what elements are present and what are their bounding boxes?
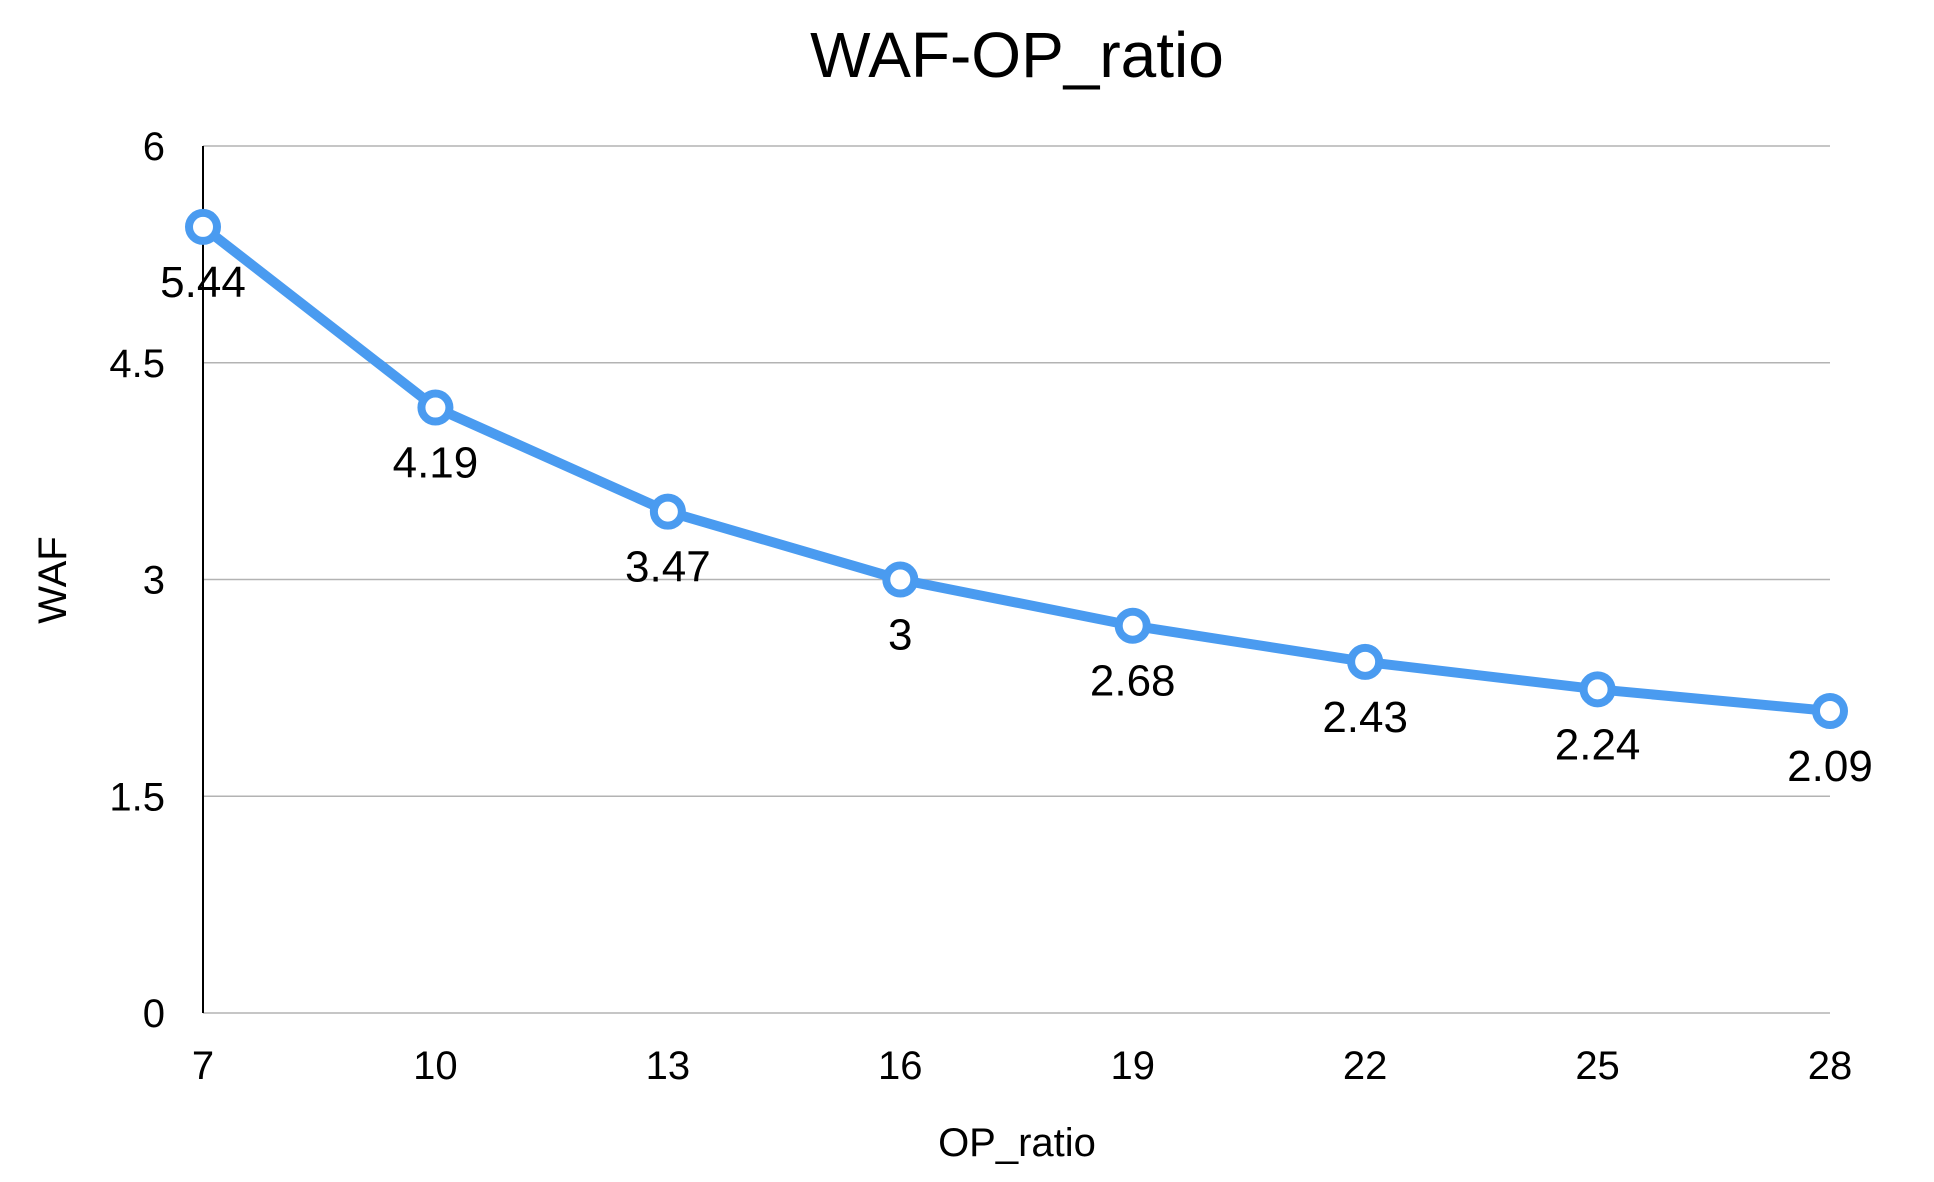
y-axis-ticks: 0 1.5 3 4.5 6 [109,125,165,1036]
x-axis-title: OP_ratio [938,1121,1096,1165]
data-label: 3 [888,611,912,660]
data-label: 3.47 [625,543,711,592]
chart-title: WAF-OP_ratio [810,19,1224,91]
y-tick-label: 0 [143,992,165,1036]
y-axis-title: WAF [31,536,75,623]
data-point [882,561,919,598]
x-tick-label: 22 [1343,1044,1388,1088]
data-point [1347,643,1384,680]
data-label: 4.19 [393,439,479,488]
x-tick-label: 10 [413,1044,458,1088]
data-label: 5.44 [160,258,246,307]
series-layer [185,208,1848,729]
x-axis-ticks: 7 10 13 16 19 22 25 28 [192,1044,1852,1088]
data-label: 2.09 [1787,742,1873,791]
data-label: 2.24 [1555,720,1641,769]
x-tick-label: 25 [1575,1044,1620,1088]
y-tick-label: 6 [143,125,165,169]
x-tick-label: 13 [646,1044,691,1088]
y-tick-label: 4.5 [109,342,165,386]
data-point [1114,607,1151,644]
data-point [417,389,454,426]
data-point [185,208,221,245]
data-point [1812,692,1848,729]
x-tick-label: 7 [192,1044,214,1088]
x-tick-label: 19 [1110,1044,1155,1088]
series-line [198,221,1835,716]
data-labels: 5.44 4.19 3.47 3 2.68 2.43 2.24 2.09 [160,258,1873,791]
data-point [1579,671,1616,708]
data-label: 2.68 [1090,657,1176,706]
data-point [649,493,686,530]
x-tick-label: 28 [1808,1044,1853,1088]
x-tick-label: 16 [878,1044,923,1088]
y-tick-label: 1.5 [109,775,165,819]
y-tick-label: 3 [143,559,165,603]
gridlines [203,145,1830,1014]
data-label: 2.43 [1322,693,1408,742]
